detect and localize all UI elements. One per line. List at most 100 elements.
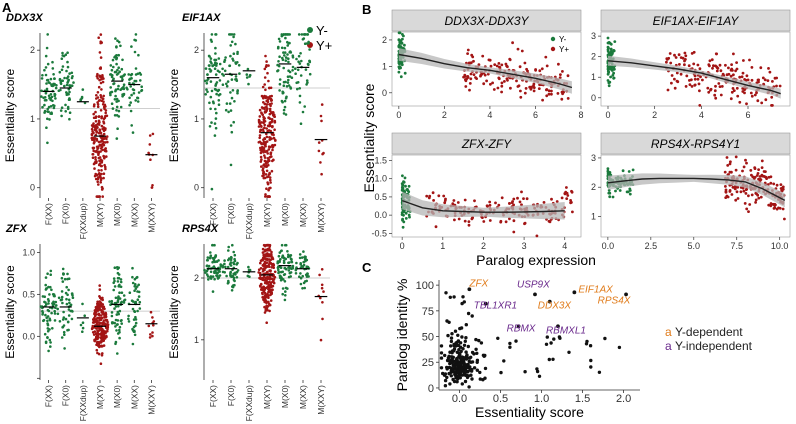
data-point (479, 341, 484, 345)
data-point (237, 64, 241, 67)
data-point (549, 341, 553, 345)
data-point (44, 66, 48, 69)
y-tick-label: 2 (194, 273, 199, 283)
data-point (48, 293, 51, 296)
data-point (204, 271, 207, 274)
data-point (401, 37, 404, 41)
data-point (299, 276, 303, 280)
data-point (298, 87, 302, 90)
data-point (211, 275, 215, 278)
data-point (236, 91, 239, 95)
data-point (269, 186, 272, 190)
data-point (718, 85, 722, 88)
data-point (698, 67, 702, 71)
data-point (265, 60, 268, 63)
data-point (271, 288, 274, 292)
data-point (132, 92, 136, 95)
data-point (135, 285, 139, 288)
data-point (53, 319, 57, 322)
data-point (263, 156, 267, 159)
data-point (100, 185, 104, 189)
data-point (404, 184, 407, 188)
data-point (204, 93, 207, 96)
y-tick-label: 1.0 (374, 174, 387, 184)
data-point (731, 185, 735, 189)
data-point (44, 301, 47, 304)
legend-a: Y- Y+ (307, 23, 332, 53)
data-point (225, 274, 228, 278)
data-point (118, 330, 121, 334)
data-point (114, 325, 117, 328)
data-point (105, 155, 108, 158)
data-point (566, 74, 570, 78)
data-point (560, 97, 564, 101)
data-point (502, 359, 506, 363)
data-point (211, 64, 214, 68)
data-point (547, 92, 551, 96)
data-point (266, 107, 269, 110)
data-point (262, 115, 265, 119)
data-point (286, 44, 290, 47)
data-point (460, 301, 464, 306)
data-point (724, 188, 728, 192)
data-point (44, 276, 48, 279)
data-point (613, 40, 617, 43)
data-point (260, 125, 263, 128)
data-point (267, 64, 270, 67)
data-point (285, 85, 289, 88)
data-point (119, 278, 123, 281)
data-point (65, 69, 68, 73)
data-point (49, 273, 52, 277)
data-point (231, 89, 235, 92)
data-point (767, 67, 770, 70)
data-point (265, 127, 269, 130)
data-point (100, 88, 103, 91)
data-point (66, 293, 69, 297)
panel-label-b: B (362, 2, 371, 17)
data-point (64, 317, 68, 321)
data-point (100, 345, 103, 348)
data-point (762, 170, 766, 173)
data-point (103, 156, 106, 160)
data-point (50, 111, 53, 114)
data-point (111, 107, 115, 110)
data-point (101, 306, 105, 310)
data-point (769, 181, 773, 185)
data-point (262, 275, 266, 279)
data-point (714, 96, 718, 100)
data-point (730, 170, 733, 174)
data-point (611, 195, 615, 199)
data-point (49, 285, 52, 289)
data-point (268, 122, 272, 126)
data-point (133, 309, 136, 313)
data-point (446, 333, 450, 338)
data-point (555, 200, 559, 203)
data-point (227, 245, 230, 249)
data-point (287, 266, 290, 269)
data-point (59, 109, 63, 112)
data-point (65, 76, 69, 80)
data-point (119, 105, 123, 109)
data-point (209, 277, 213, 280)
data-point (109, 73, 112, 76)
data-point (769, 175, 773, 179)
labeled-point (556, 324, 560, 329)
data-point (750, 173, 753, 177)
data-point (151, 316, 154, 319)
data-point (281, 100, 284, 104)
data-point (273, 143, 277, 147)
data-point (209, 255, 212, 259)
data-point (715, 69, 719, 73)
data-point (286, 75, 290, 78)
data-point (296, 81, 300, 84)
data-point (397, 31, 401, 35)
data-point (696, 63, 700, 67)
data-point (134, 321, 138, 325)
data-point (51, 327, 54, 330)
data-point (730, 67, 734, 71)
data-point (614, 189, 617, 193)
data-point (432, 199, 435, 202)
data-point (257, 271, 261, 274)
data-point (46, 336, 49, 340)
data-point (41, 105, 44, 109)
